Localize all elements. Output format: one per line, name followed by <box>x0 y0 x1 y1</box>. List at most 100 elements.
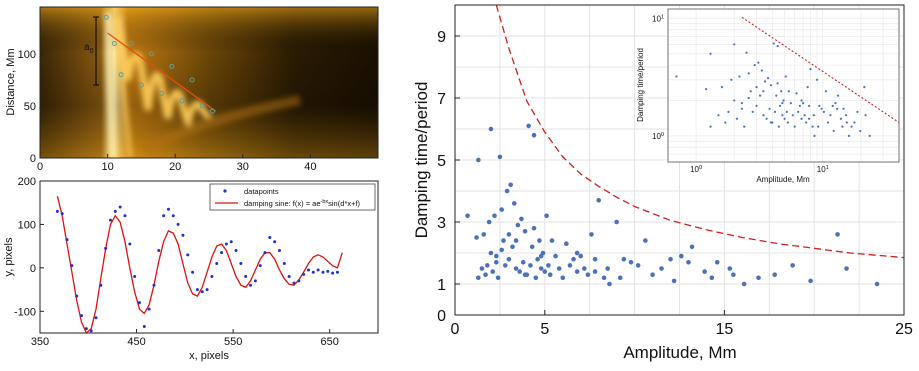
heatmap-xtick-label: 40 <box>304 161 316 173</box>
heatmap-xtick-label: 20 <box>169 161 181 173</box>
datapoint <box>224 242 228 246</box>
inset-xtick-label: 100 <box>690 165 702 174</box>
main-point <box>772 272 777 278</box>
inset-point <box>859 129 862 133</box>
fit-xtick-label: 650 <box>321 336 339 348</box>
main-point <box>537 238 542 243</box>
inset-point <box>836 107 839 110</box>
main-xtick-label: 15 <box>716 321 734 338</box>
fit-ytick-label: -100 <box>14 306 36 318</box>
track-point <box>138 82 144 88</box>
inset-point <box>757 61 760 64</box>
main-point <box>571 256 576 262</box>
main-point <box>476 157 481 163</box>
inset-point <box>807 117 811 120</box>
inset-point <box>839 117 842 120</box>
track-point <box>209 108 215 114</box>
inset-point <box>818 104 821 107</box>
track-point <box>111 40 117 46</box>
inset-xlabel: Amplitude, Mm <box>756 175 810 184</box>
datapoint <box>55 209 59 213</box>
inset-point <box>856 110 859 114</box>
inset-point <box>780 90 783 93</box>
inset-point <box>811 125 814 128</box>
main-point <box>522 229 528 234</box>
datapoint <box>60 212 64 216</box>
inset-point <box>776 45 779 48</box>
main-point <box>511 201 517 206</box>
main-point <box>835 232 840 237</box>
datapoint <box>128 242 132 246</box>
inset-point <box>738 75 741 78</box>
main-point <box>474 235 479 240</box>
inset-point <box>740 107 744 110</box>
datapoint <box>253 279 257 283</box>
legend-datapoints: datapoints <box>244 187 279 196</box>
inset-point <box>845 121 848 124</box>
inset-point <box>863 86 866 89</box>
inset-point <box>836 94 840 97</box>
fit-ytick-label: 100 <box>18 219 36 231</box>
datapoint <box>210 275 214 279</box>
inset-chart: 100 101 100 101 Amplitude, Mm Damping time/… <box>636 8 900 184</box>
inset-point <box>829 114 832 117</box>
track-point <box>103 14 109 20</box>
fit-xlabel: x, pixels <box>189 350 229 362</box>
track-point <box>189 77 195 83</box>
main-point <box>601 275 607 281</box>
inset-point <box>777 125 780 128</box>
main-point <box>483 272 488 278</box>
inset-point <box>740 102 744 105</box>
main-point <box>605 266 610 271</box>
main-ylabel: Damping time/period <box>412 82 431 239</box>
datapoint <box>75 294 79 298</box>
inset-points <box>675 42 871 138</box>
main-point <box>538 253 544 259</box>
datapoint <box>200 290 204 294</box>
fit-xtick-label: 350 <box>31 336 49 348</box>
inset-point <box>800 99 803 102</box>
inset-point <box>787 90 790 93</box>
inset-point <box>768 107 771 110</box>
inset-point <box>853 121 856 124</box>
heatmap-ylabel: Distance, Mm <box>5 48 17 115</box>
inset-point <box>743 125 746 128</box>
main-ytick-label: 9 <box>437 29 446 46</box>
inset-point <box>730 78 733 81</box>
main-point <box>578 253 584 259</box>
fit-line <box>107 32 217 112</box>
fit-ytick-label: 0 <box>30 263 36 275</box>
datapoint <box>171 214 175 218</box>
main-point <box>607 281 612 287</box>
inset-point <box>807 104 811 107</box>
datapoint <box>239 262 243 266</box>
main-point <box>560 275 566 281</box>
fit-xtick-label: 550 <box>224 336 242 348</box>
datapoint <box>244 275 248 279</box>
main-point <box>574 269 580 274</box>
inset-point <box>800 117 803 120</box>
datapoint <box>166 207 170 211</box>
inset-point <box>747 96 750 100</box>
main-point <box>531 225 537 231</box>
main-point <box>659 266 664 271</box>
main-point <box>874 281 880 287</box>
main-point <box>678 253 684 259</box>
fit-legend: datapoints damping sine: f(x) = ae-bxsin… <box>209 183 376 211</box>
main-point <box>689 244 695 250</box>
inset-point <box>864 114 867 117</box>
inset-point <box>785 110 788 114</box>
main-panel: 0 5 15 25 0 1 3 5 7 9 Amplitude, Mm Damping time/… <box>412 4 913 362</box>
datapoint <box>277 248 281 252</box>
datapoint <box>137 301 141 305</box>
inset-point <box>824 90 828 93</box>
inset-point <box>765 117 768 120</box>
datapoints <box>55 205 339 333</box>
datapoint <box>157 248 161 252</box>
track-point <box>179 98 185 104</box>
datapoint <box>123 214 127 218</box>
main-point <box>650 272 655 278</box>
inset-point <box>803 114 806 117</box>
main-xtick-label: 5 <box>540 321 549 338</box>
inset-point <box>749 90 752 93</box>
